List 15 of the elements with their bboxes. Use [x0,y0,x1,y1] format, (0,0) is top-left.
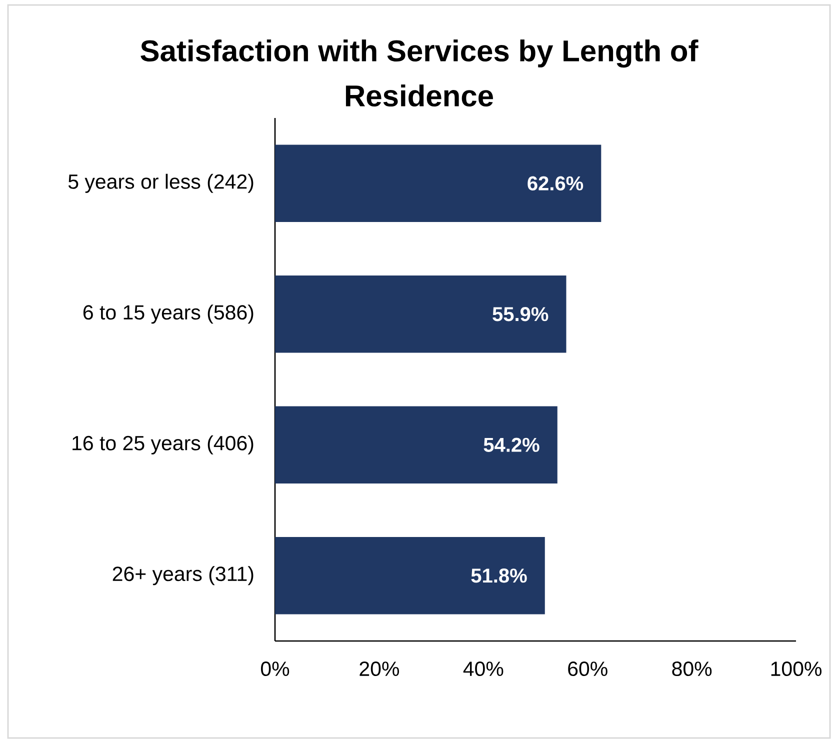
x-tick-label: 60% [568,662,608,676]
data-label: 55.9% [492,307,548,322]
x-tick-label: 80% [672,662,712,676]
x-tick-label: 40% [463,662,504,676]
data-label: 51.8% [471,568,527,583]
y-tick-label: 5 years or less (242) [68,174,254,193]
y-tick-label: 6 to 15 years (586) [83,304,254,324]
chart-title: Satisfaction with Services by Length of Residence [140,39,698,107]
data-label: 62.6% [528,176,584,190]
y-tick-label: 16 to 25 years (406) [72,435,254,454]
x-tick-label: 0% [260,662,290,676]
y-tick-label: 26+ years (311) [112,566,254,586]
data-label: 54.2% [484,438,540,452]
x-tick-label: 20% [360,662,399,676]
x-tick-label: 100% [771,662,822,676]
